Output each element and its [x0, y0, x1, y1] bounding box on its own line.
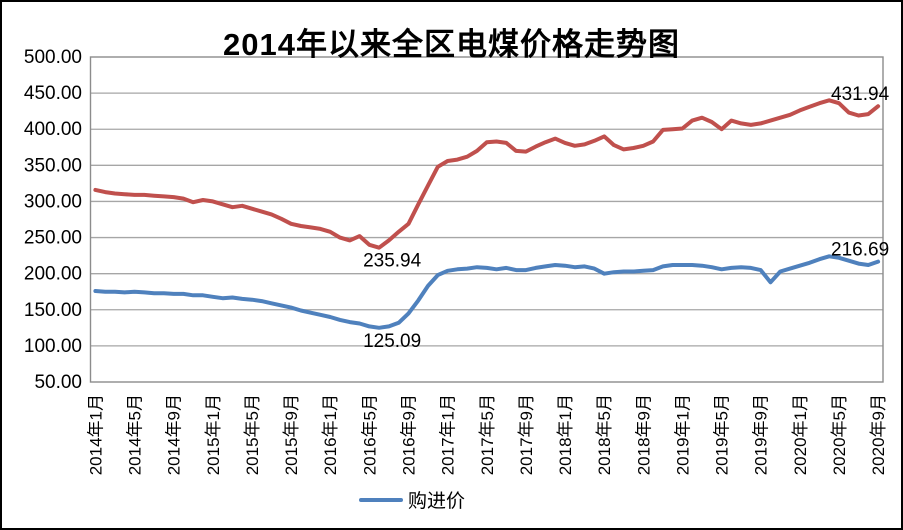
x-axis-tick-label: 2015年5月: [243, 394, 262, 475]
x-axis-tick-label: 2019年1月: [673, 394, 692, 475]
data-label: 125.09: [363, 331, 421, 352]
x-axis-tick-label: 2014年9月: [165, 394, 184, 475]
y-axis-tick-label: 200.00: [24, 264, 82, 285]
x-axis-tick-label: 2017年9月: [517, 394, 536, 475]
x-axis-tick-label: 2020年1月: [791, 394, 810, 475]
plot-border: [89, 56, 884, 383]
x-axis-tick-label: 2019年5月: [713, 394, 732, 475]
y-axis-tick-label: 300.00: [24, 191, 82, 212]
y-axis-tick-label: 450.00: [24, 83, 82, 104]
y-axis-tick-label: 50.00: [34, 372, 82, 393]
y-axis-tick-label: 400.00: [24, 119, 82, 140]
x-axis-tick-label: 2018年9月: [634, 394, 653, 475]
x-axis-tick-label: 2016年1月: [321, 394, 340, 475]
y-axis-tick-label: 100.00: [24, 336, 82, 357]
data-label: 431.94: [831, 84, 890, 105]
y-axis-tick-label: 350.00: [24, 155, 82, 176]
x-axis-tick-label: 2020年5月: [830, 394, 849, 475]
x-axis-tick-label: 2017年1月: [439, 394, 458, 475]
x-axis-tick-label: 2015年9月: [282, 394, 301, 475]
legend: 购进价: [359, 486, 465, 513]
x-axis-tick-label: 2019年9月: [752, 394, 771, 475]
blue-line-series: [93, 254, 881, 330]
x-axis-tick-label: 2015年1月: [204, 394, 223, 475]
x-axis-tick-label: 2016年9月: [399, 394, 418, 475]
y-axis-tick-label: 500.00: [24, 47, 82, 68]
legend-line-sample: [359, 497, 403, 502]
y-axis-tick-label: 250.00: [24, 228, 82, 249]
red-line-series: [93, 98, 881, 250]
x-axis-tick-label: 2014年5月: [126, 394, 145, 475]
data-label: 216.69: [831, 240, 889, 261]
x-axis-tick-label: 2017年5月: [478, 394, 497, 475]
y-axis-tick-label: 150.00: [24, 300, 82, 321]
x-axis-tick-label: 2018年1月: [556, 394, 575, 475]
legend-label: 购进价: [408, 491, 466, 512]
data-label: 235.94: [363, 251, 422, 272]
x-axis-tick-label: 2020年9月: [869, 394, 888, 475]
x-axis-tick-label: 2014年1月: [86, 394, 105, 475]
x-axis-tick-label: 2018年5月: [595, 394, 614, 475]
x-axis-tick-label: 2016年5月: [360, 394, 379, 475]
